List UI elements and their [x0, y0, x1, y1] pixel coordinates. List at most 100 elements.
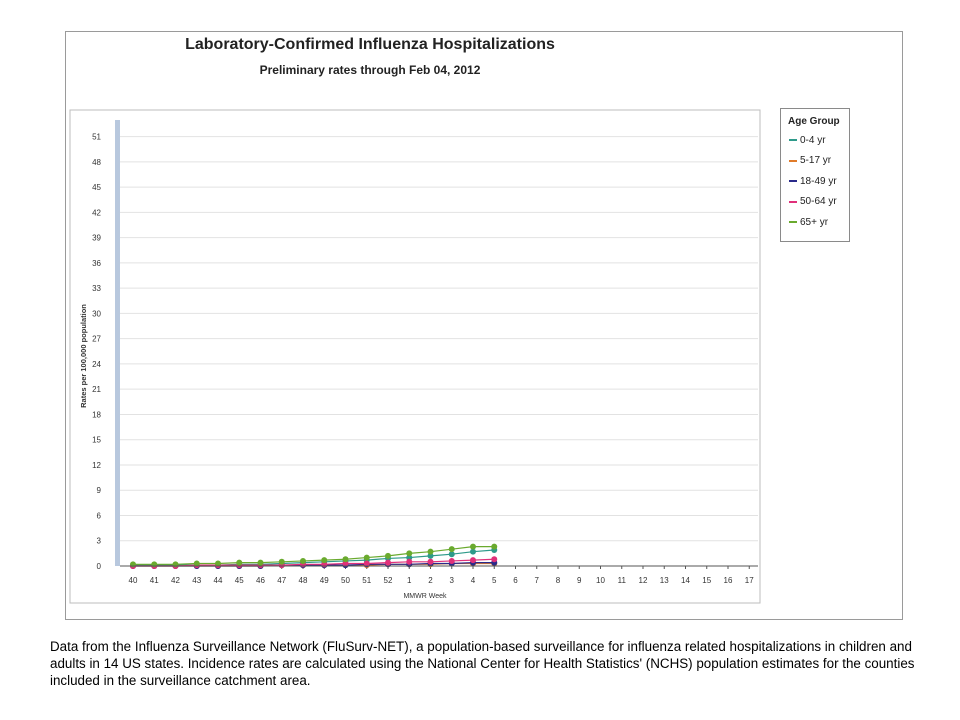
data-point: [342, 560, 349, 567]
x-tick-label: 5: [492, 576, 497, 585]
data-point: [448, 551, 455, 558]
x-tick-label: 48: [299, 576, 308, 585]
x-tick-label: 44: [214, 576, 223, 585]
plot-container: [69, 109, 761, 604]
y-tick-label: 48: [92, 158, 101, 167]
data-point: [406, 550, 413, 557]
data-point: [257, 559, 264, 566]
data-point: [363, 554, 370, 561]
y-tick-label: 15: [92, 436, 101, 445]
data-point: [193, 560, 200, 567]
legend-label: 65+ yr: [800, 216, 829, 228]
data-point: [470, 548, 476, 555]
x-tick-label: 13: [660, 576, 669, 585]
x-tick-label: 8: [556, 576, 561, 585]
data-point: [448, 546, 455, 553]
series-line-3: [133, 558, 495, 567]
x-tick-label: 9: [577, 576, 582, 585]
footnote: Data from the Influenza Surveillance Net…: [50, 639, 915, 688]
legend-item: 50-64 yr: [781, 192, 849, 213]
x-tick-label: 49: [320, 576, 329, 585]
chart-subtitle: Preliminary rates through Feb 04, 2012: [259, 63, 481, 77]
data-point: [215, 560, 221, 567]
y-tick-label: 36: [92, 259, 101, 268]
y-tick-label: 39: [92, 234, 101, 243]
x-tick-label: 15: [702, 576, 711, 585]
x-tick-label: 43: [192, 576, 201, 585]
y-tick-label: 12: [92, 461, 101, 470]
y-tick-label: 30: [92, 309, 101, 318]
data-point: [491, 543, 498, 550]
legend-swatch: [789, 159, 797, 162]
legend-item: 18-49 yr: [781, 171, 849, 192]
data-point: [470, 543, 476, 550]
y-tick-label: 18: [92, 410, 101, 419]
data-point: [427, 548, 434, 555]
data-point: [470, 557, 476, 564]
chart-title: Laboratory-Confirmed Influenza Hospitali…: [185, 36, 555, 53]
y-tick-label: 27: [92, 335, 101, 344]
y-tick-label: 3: [97, 537, 102, 546]
x-tick-label: 16: [724, 576, 733, 585]
legend-item: 5-17 yr: [781, 151, 849, 172]
data-point: [448, 557, 455, 564]
x-tick-label: 51: [362, 576, 371, 585]
data-point: [406, 558, 413, 565]
y-tick-label: 9: [97, 486, 102, 495]
y-tick-label: 33: [92, 284, 101, 293]
legend-swatch: [789, 139, 797, 142]
legend-item: 65+ yr: [781, 212, 849, 233]
x-tick-label: 52: [384, 576, 393, 585]
data-point: [278, 558, 285, 565]
x-tick-label: 17: [745, 576, 754, 585]
y-axis-label: Rates per 100,000 population: [79, 304, 88, 408]
legend-item: 0-4 yr: [781, 130, 849, 151]
data-point: [363, 560, 370, 567]
legend-swatch: [789, 221, 797, 224]
x-tick-label: 11: [618, 576, 627, 585]
y-tick-label: 42: [92, 208, 101, 217]
legend: Age Group 0-4 yr 5-17 yr 18-49 yr 50-64 yr 6…: [780, 108, 850, 242]
x-tick-label: 6: [513, 576, 518, 585]
y-tick-label: 45: [92, 183, 101, 192]
data-point: [300, 557, 306, 564]
data-point: [427, 552, 434, 559]
legend-label: 50-64 yr: [800, 196, 837, 208]
data-point: [385, 559, 391, 566]
data-point: [321, 557, 328, 564]
x-tick-label: 1: [407, 576, 412, 585]
legend-swatch: [789, 200, 797, 203]
data-point: [342, 556, 349, 563]
y-axis-band: [115, 120, 120, 566]
x-tick-label: 40: [129, 576, 138, 585]
y-tick-label: 0: [97, 562, 102, 571]
x-tick-label: 10: [596, 576, 605, 585]
x-tick-label: 50: [341, 576, 350, 585]
data-point: [385, 552, 391, 559]
x-tick-label: 46: [256, 576, 265, 585]
series-line-4: [133, 546, 495, 565]
legend-label: 5-17 yr: [800, 155, 832, 167]
x-tick-label: 4: [471, 576, 476, 585]
x-axis-label: MMWR Week: [403, 593, 447, 600]
y-tick-label: 6: [97, 511, 102, 520]
x-tick-label: 42: [171, 576, 180, 585]
data-point: [427, 558, 434, 565]
data-point: [491, 556, 498, 563]
data-point: [236, 559, 243, 566]
y-tick-label: 51: [92, 133, 101, 142]
legend-swatch: [789, 180, 797, 183]
x-tick-label: 14: [681, 576, 690, 585]
x-tick-label: 41: [150, 576, 159, 585]
data-point: [406, 554, 413, 561]
y-tick-label: 24: [92, 360, 101, 369]
legend-title: Age Group: [788, 116, 840, 127]
x-tick-label: 3: [450, 576, 455, 585]
x-tick-label: 7: [535, 576, 540, 585]
legend-label: 0-4 yr: [800, 134, 826, 146]
x-tick-label: 45: [235, 576, 244, 585]
x-tick-label: 47: [277, 576, 286, 585]
y-tick-label: 21: [92, 385, 101, 394]
x-tick-label: 2: [428, 576, 433, 585]
